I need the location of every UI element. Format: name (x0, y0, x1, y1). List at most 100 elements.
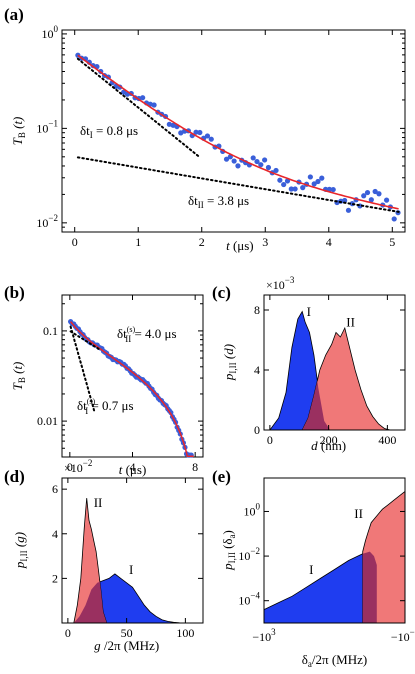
x-tick-label: 1 (135, 235, 141, 249)
data-point (235, 163, 241, 169)
x-tick-label: 50 (121, 626, 133, 640)
data-point (277, 177, 283, 183)
data-point (342, 197, 348, 204)
data-point (204, 133, 211, 139)
series-label-I: I (129, 562, 133, 577)
data-point (223, 156, 230, 162)
x-axis-label: d (nm) (311, 438, 346, 453)
panel-label-e: (e) (212, 467, 231, 486)
x-tick-label: 100 (176, 626, 194, 640)
y-tick-label: 8 (254, 303, 260, 317)
component-I-line (69, 325, 96, 412)
y-tick-label: 10−4 (238, 591, 260, 608)
component-II-line (76, 156, 400, 213)
annotation-dt-I: δtI = 0.8 μs (80, 123, 138, 140)
y-tick-label: 0.01 (37, 414, 58, 428)
x-tick-label: 5 (389, 235, 395, 249)
y-tick-label: 4 (254, 363, 260, 377)
area-I (263, 551, 378, 624)
x-tick-label: 3 (262, 235, 268, 249)
panel-a: 0 1 2 3 4 5 100 10−1 10−2 δtI = 0.8 μs δtII = 3.8 … (10, 24, 406, 253)
x-tick-label: 0 (72, 235, 78, 249)
annotation-dt-I-s: δt(s) I = 0.7 μs (77, 397, 134, 416)
panel-label-b: (b) (4, 283, 25, 302)
y-axis-label: pI,II (δa) (220, 530, 237, 571)
data-point (364, 189, 371, 196)
y-tick-label: 10−1 (36, 118, 58, 135)
data-point (140, 95, 146, 101)
data-point (372, 188, 378, 195)
x-tick-label: 0 (267, 433, 273, 447)
data-point (361, 193, 367, 199)
y-tick-label: 0.1 (43, 324, 58, 338)
plot-frame (61, 477, 204, 624)
x-tick-label: 4 (130, 460, 136, 474)
data-point (300, 185, 306, 191)
series-label-II: II (354, 506, 363, 521)
data-point (193, 129, 199, 135)
x-tick-label: 200 (320, 433, 338, 447)
data-point (273, 167, 279, 174)
x-axis-label: t (μs) (226, 238, 254, 253)
area-II (301, 326, 391, 431)
x-axis-label: g /2π (MHz) (94, 638, 159, 653)
component-II-line (69, 330, 102, 351)
panel-label-d: (d) (4, 467, 25, 486)
data-point (208, 136, 214, 142)
y-tick-label: 4 (52, 527, 58, 541)
x-tick-label: 400 (378, 433, 396, 447)
series-label-I: I (309, 562, 313, 577)
data-point (376, 191, 382, 197)
panel-label-a: (a) (4, 5, 24, 24)
data-point (262, 157, 268, 163)
area-overlap (362, 551, 377, 623)
plot-frame (263, 294, 406, 431)
y-tick-label: 100 (244, 501, 261, 518)
data-point (231, 158, 237, 164)
y-tick-label: 2 (52, 571, 58, 585)
data-point (326, 186, 333, 192)
y-tick-label: 10−2 (36, 213, 58, 230)
fit-line (77, 54, 399, 210)
data-point (151, 102, 157, 108)
y-axis-label: pI,II (g) (12, 532, 29, 569)
data-point (265, 164, 272, 171)
y-tick-label: 10−2 (238, 546, 260, 563)
data-point (288, 186, 294, 192)
x-tick-label: 4 (326, 235, 332, 249)
x-tick-label: −10−1 (391, 627, 415, 644)
data-point (391, 216, 397, 222)
data-point (368, 197, 374, 203)
y-tick-label: 0 (254, 423, 260, 437)
panel-b: 0 4 8 0.1 0.01 δt(s) II = 4.0 μs δt(s) I = 0.7 μ… (10, 294, 204, 477)
y-axis-label: pI,II (d) (221, 344, 238, 381)
scale-factor: ×10−2 (64, 458, 92, 475)
component-I-line (76, 57, 200, 158)
y-tick-label: 6 (52, 482, 58, 496)
data-point (197, 129, 203, 136)
data-point (315, 178, 321, 185)
plot-frame (263, 477, 406, 624)
data-point (281, 181, 287, 188)
series-label-II: II (94, 495, 103, 510)
data-point (311, 181, 317, 187)
x-tick-label: 0 (65, 626, 71, 640)
data-point (292, 186, 298, 192)
series-label-I: I (307, 304, 311, 319)
x-axis-label: t (μs) (119, 462, 147, 477)
fit-line (70, 321, 194, 457)
data-point (258, 162, 264, 168)
data-point (330, 186, 336, 193)
scale-factor: ×10−3 (266, 275, 295, 292)
data-point (319, 175, 325, 181)
x-tick-label: 8 (192, 460, 198, 474)
y-tick-label: 100 (42, 24, 59, 41)
data-point (345, 207, 352, 213)
x-axis-label: δa/2π (MHz) (302, 652, 367, 669)
y-axis-label: TB (t) (10, 362, 27, 391)
panel-label-c: (c) (212, 283, 231, 302)
